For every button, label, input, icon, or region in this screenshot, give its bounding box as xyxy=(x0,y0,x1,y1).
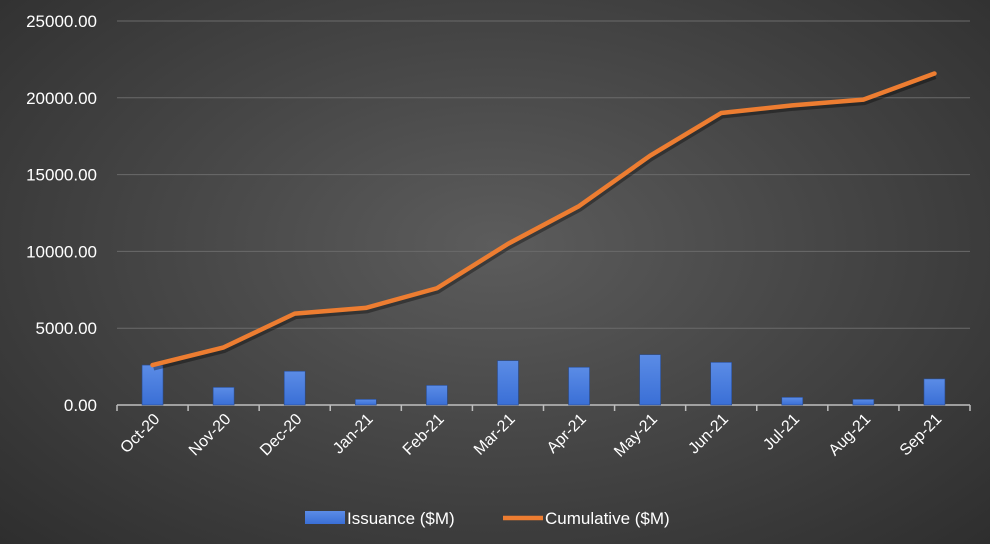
bar-issuance xyxy=(781,397,804,406)
bar-issuance xyxy=(923,378,946,406)
y-tick-label: 0.00 xyxy=(64,396,97,415)
x-tick-label: Oct-20 xyxy=(117,411,163,457)
line-shadow xyxy=(152,74,937,371)
x-tick-label: Jun-21 xyxy=(685,411,732,458)
y-tick-label: 10000.00 xyxy=(26,242,97,261)
x-tick-label: Sep-21 xyxy=(897,411,946,460)
x-tick-label: Feb-21 xyxy=(400,411,448,459)
legend-label-cumulative: Cumulative ($M) xyxy=(545,509,670,528)
y-tick-label: 5000.00 xyxy=(36,319,97,338)
bar-issuance xyxy=(497,360,519,406)
line-cumulative xyxy=(150,71,937,368)
x-tick-label: Aug-21 xyxy=(826,411,875,460)
bar-issuance xyxy=(568,366,590,406)
x-tick-label: Jan-21 xyxy=(330,411,377,458)
bar-issuance xyxy=(710,361,733,406)
x-tick-label: Nov-20 xyxy=(186,411,235,460)
x-tick-label: Mar-21 xyxy=(471,411,519,459)
bar-issuance xyxy=(852,399,875,406)
x-tick-label: Apr-21 xyxy=(544,411,590,457)
x-tick-label: Jul-21 xyxy=(760,411,803,454)
bar-issuance xyxy=(639,354,661,406)
bar-issuance xyxy=(426,385,448,406)
legend-label-issuance: Issuance ($M) xyxy=(347,509,455,528)
y-tick-label: 20000.00 xyxy=(26,89,97,108)
bar-issuance xyxy=(141,364,164,406)
bar-issuance xyxy=(283,370,306,406)
bar-issuance xyxy=(212,387,235,406)
y-tick-label: 15000.00 xyxy=(26,166,97,185)
x-tick-label: Dec-20 xyxy=(257,411,306,460)
bar-issuance xyxy=(354,399,377,406)
legend-swatch-issuance xyxy=(305,511,345,524)
y-tick-label: 25000.00 xyxy=(26,12,97,31)
x-tick-label: May-21 xyxy=(611,411,661,461)
